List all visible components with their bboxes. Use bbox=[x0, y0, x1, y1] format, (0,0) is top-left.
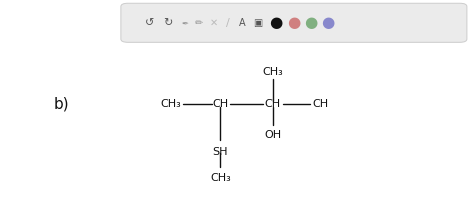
Text: ●: ● bbox=[321, 15, 335, 30]
Text: ↻: ↻ bbox=[164, 18, 173, 28]
Text: A: A bbox=[238, 18, 245, 28]
Text: /: / bbox=[226, 18, 229, 28]
FancyBboxPatch shape bbox=[121, 3, 467, 42]
Text: ●: ● bbox=[269, 15, 283, 30]
Text: OH: OH bbox=[264, 130, 281, 140]
Text: CH: CH bbox=[264, 99, 281, 109]
Text: ✒: ✒ bbox=[182, 18, 188, 27]
Text: CH₃: CH₃ bbox=[262, 67, 283, 77]
Text: ↺: ↺ bbox=[145, 18, 154, 28]
Text: CH: CH bbox=[312, 99, 328, 109]
Text: ●: ● bbox=[287, 15, 301, 30]
Text: CH₃: CH₃ bbox=[210, 173, 231, 183]
Text: ▣: ▣ bbox=[253, 18, 262, 28]
Text: CH: CH bbox=[212, 99, 228, 109]
Text: ●: ● bbox=[304, 15, 318, 30]
Text: b): b) bbox=[54, 97, 69, 112]
Text: SH: SH bbox=[213, 147, 228, 157]
Text: CH₃: CH₃ bbox=[160, 99, 181, 109]
Text: ✕: ✕ bbox=[210, 18, 219, 28]
Text: ✏: ✏ bbox=[195, 18, 203, 28]
